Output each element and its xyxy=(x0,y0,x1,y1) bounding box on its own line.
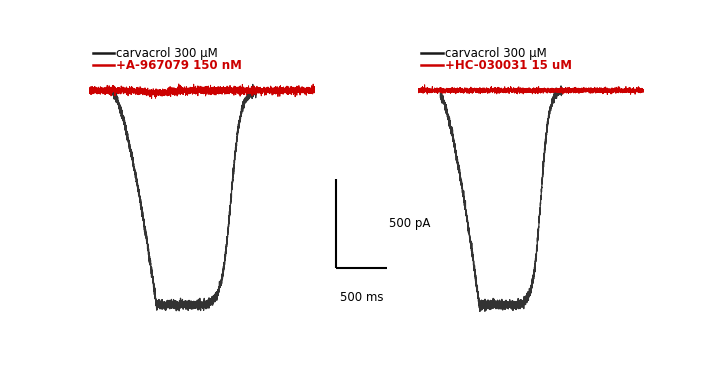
Text: +HC-030031 15 uM: +HC-030031 15 uM xyxy=(445,59,572,72)
Text: carvacrol 300 μM: carvacrol 300 μM xyxy=(117,47,218,60)
Text: 500 ms: 500 ms xyxy=(340,291,383,305)
Text: carvacrol 300 μM: carvacrol 300 μM xyxy=(445,47,546,60)
Text: 500 pA: 500 pA xyxy=(389,217,430,230)
Text: +A-967079 150 nM: +A-967079 150 nM xyxy=(117,59,242,72)
